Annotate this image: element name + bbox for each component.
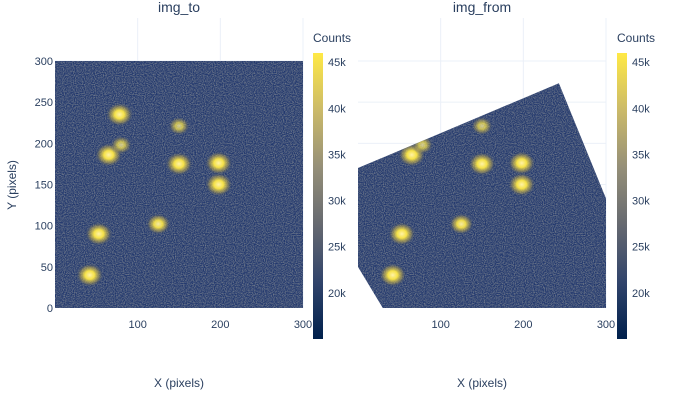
colorbar-tick-label: 25k — [328, 242, 346, 254]
x-tick-label: 100 — [431, 319, 449, 331]
colorbar-tick-label: 20k — [328, 288, 346, 300]
x-axis-label: X (pixels) — [457, 376, 507, 390]
source-blob — [204, 151, 233, 176]
source-blob — [165, 151, 193, 176]
y-tick-label: 0 — [47, 303, 53, 315]
panel-img-from: img_from 100 200 300 X (pixels) — [358, 0, 615, 390]
x-tick-label: 300 — [294, 319, 312, 331]
source-blob — [378, 263, 407, 288]
colorbar-tick-label: 25k — [632, 242, 650, 254]
x-tick-label: 200 — [514, 319, 532, 331]
colorbar-tick-label: 30k — [328, 196, 346, 208]
source-blob — [507, 151, 536, 176]
y-tick-label: 300 — [35, 56, 53, 68]
y-tick-label: 50 — [41, 262, 53, 274]
y-tick-label: 250 — [35, 97, 53, 109]
x-tick-label: 100 — [128, 319, 146, 331]
source-blob — [448, 213, 474, 235]
colorbar-tick-label: 40k — [328, 103, 346, 115]
source-blob — [145, 213, 171, 235]
sources-layer — [378, 116, 536, 288]
colorbar-tick-label: 30k — [632, 196, 650, 208]
source-blob — [105, 102, 134, 127]
colorbar-ticks: 20k 25k 30k 35k 40k 45k — [632, 57, 650, 300]
y-tick-label: 200 — [35, 138, 53, 150]
y-tick-label: 100 — [35, 221, 53, 233]
colorbar: Counts 20k 25k 30k 35k 40k 45k — [617, 31, 655, 339]
source-blob — [75, 263, 104, 288]
colorbar-gradient — [617, 53, 627, 339]
chart-title: img_from — [453, 0, 511, 15]
colorbar-tick-label: 20k — [632, 288, 650, 300]
source-blob — [471, 116, 493, 136]
colorbar-tick-label: 45k — [632, 57, 650, 69]
source-blob — [85, 221, 113, 246]
colorbar-gradient — [313, 53, 323, 339]
y-axis-label: Y (pixels) — [5, 160, 19, 210]
colorbar-title: Counts — [617, 31, 655, 45]
colorbar-tick-label: 35k — [328, 149, 346, 161]
source-blob — [468, 151, 496, 176]
source-blob — [411, 135, 434, 155]
source-blob — [507, 172, 536, 197]
source-blob — [168, 116, 190, 136]
colorbar-tick-label: 40k — [632, 103, 650, 115]
source-blob — [204, 172, 233, 197]
x-axis-ticks: 100 200 300 — [431, 319, 615, 331]
y-axis-ticks: 0 50 100 150 200 250 300 — [35, 56, 53, 315]
colorbar-ticks: 20k 25k 30k 35k 40k 45k — [328, 57, 346, 300]
source-blob — [110, 135, 132, 155]
x-axis-ticks: 100 200 300 — [128, 319, 312, 331]
colorbar: Counts 20k 25k 30k 35k 40k 45k — [313, 31, 351, 339]
source-blob — [388, 221, 416, 246]
heatmap-image — [358, 83, 606, 308]
colorbar-tick-label: 35k — [632, 149, 650, 161]
panel-img-to: img_to 100 200 300 0 50 100 150 200 250 300 X (p… — [5, 0, 312, 390]
x-axis-label: X (pixels) — [154, 376, 204, 390]
x-tick-label: 300 — [597, 319, 615, 331]
chart-title: img_to — [158, 0, 200, 15]
x-tick-label: 200 — [211, 319, 229, 331]
y-tick-label: 150 — [35, 180, 53, 192]
colorbar-title: Counts — [313, 31, 351, 45]
colorbar-tick-label: 45k — [328, 57, 346, 69]
sources-layer — [75, 102, 233, 288]
heatmap-image — [55, 61, 303, 308]
